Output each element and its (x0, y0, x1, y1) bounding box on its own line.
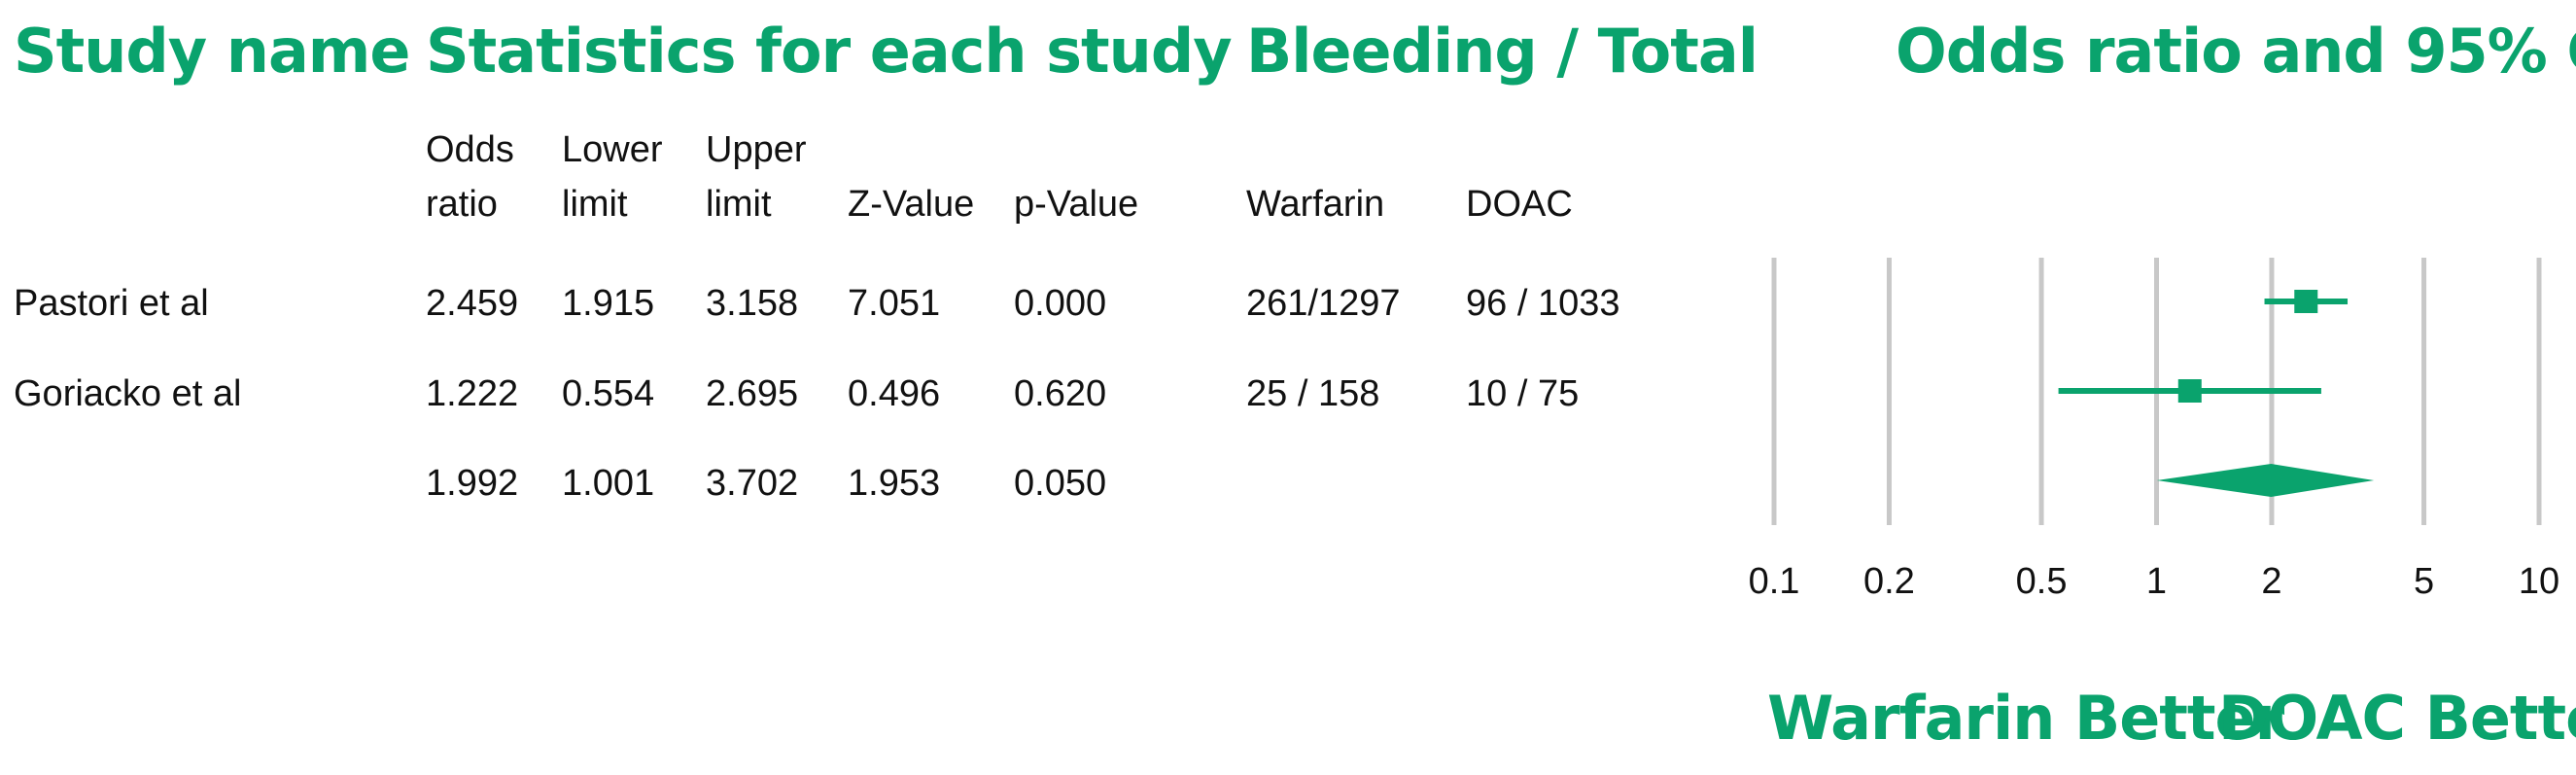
row-1-z-value: 7.051 (848, 283, 941, 324)
subheader-upper-limit: Upper limit (706, 123, 807, 231)
gridlines (1771, 258, 2542, 525)
row-2-study: Goriacko et al (14, 373, 242, 414)
subheader-lower-line1: Lower (562, 129, 663, 170)
subheader-upper-line1: Upper (706, 129, 807, 170)
row-1-doac: 96 / 1033 (1466, 283, 1620, 324)
row-1-study: Pastori et al (14, 283, 209, 324)
row-2-z-value: 0.496 (848, 373, 941, 414)
subheader-doac: DOAC (1466, 184, 1573, 225)
row-2-upper: 2.695 (706, 373, 799, 414)
point-estimate-row-2 (2177, 379, 2202, 403)
row-summary-z-value: 1.953 (848, 463, 941, 504)
row-1-p-value: 0.000 (1014, 283, 1107, 324)
subheader-odds-ratio-line2: ratio (426, 184, 498, 225)
row-2-lower: 0.554 (562, 373, 655, 414)
row-2-doac: 10 / 75 (1466, 373, 1580, 414)
subheader-lower-limit: Lower limit (562, 123, 663, 231)
subheader-z-value: Z-Value (848, 184, 975, 225)
x-tick-label: 0.2 (1863, 561, 1915, 602)
subheader-warfarin: Warfarin (1246, 184, 1385, 225)
subheader-odds-ratio-line1: Odds (426, 129, 514, 170)
x-tick-label: 2 (2261, 561, 2281, 602)
row-summary-odds-ratio: 1.992 (426, 463, 519, 504)
summary-diamond (2156, 464, 2375, 497)
row-summary-lower: 1.001 (562, 463, 655, 504)
row-2-odds-ratio: 1.222 (426, 373, 519, 414)
x-tick-label: 1 (2146, 561, 2167, 602)
footer-warfarin-better: Warfarin Better (1767, 683, 2284, 754)
x-tick-label: 10 (2519, 561, 2559, 602)
row-1-warfarin: 261/1297 (1246, 283, 1401, 324)
x-tick-labels: 0.1 0.2 0.5 1 2 5 10 (1749, 561, 2560, 602)
header-statistics: Statistics for each study (426, 16, 1233, 87)
header-odds-ratio-ci: Odds ratio and 95% CI (1896, 16, 2576, 87)
plot-marks (2058, 290, 2375, 497)
point-estimate-row-1 (2294, 290, 2318, 313)
row-summary-upper: 3.702 (706, 463, 799, 504)
header-study-name: Study name (14, 16, 410, 87)
header-bleeding: Bleeding / Total (1246, 16, 1758, 87)
row-1-lower: 1.915 (562, 283, 655, 324)
row-2-warfarin: 25 / 158 (1246, 373, 1380, 414)
row-1-upper: 3.158 (706, 283, 799, 324)
row-summary-p-value: 0.050 (1014, 463, 1107, 504)
x-tick-label: 0.5 (2016, 561, 2068, 602)
footer-doac-better: DOAC Better (2218, 683, 2576, 754)
subheader-upper-line2: limit (706, 184, 772, 225)
x-tick-label: 0.1 (1749, 561, 1800, 602)
subheader-lower-line2: limit (562, 184, 628, 225)
row-1-odds-ratio: 2.459 (426, 283, 519, 324)
x-tick-label: 5 (2414, 561, 2434, 602)
subheader-p-value: p-Value (1014, 184, 1139, 225)
row-2-p-value: 0.620 (1014, 373, 1107, 414)
subheader-odds-ratio: Odds ratio (426, 123, 514, 231)
